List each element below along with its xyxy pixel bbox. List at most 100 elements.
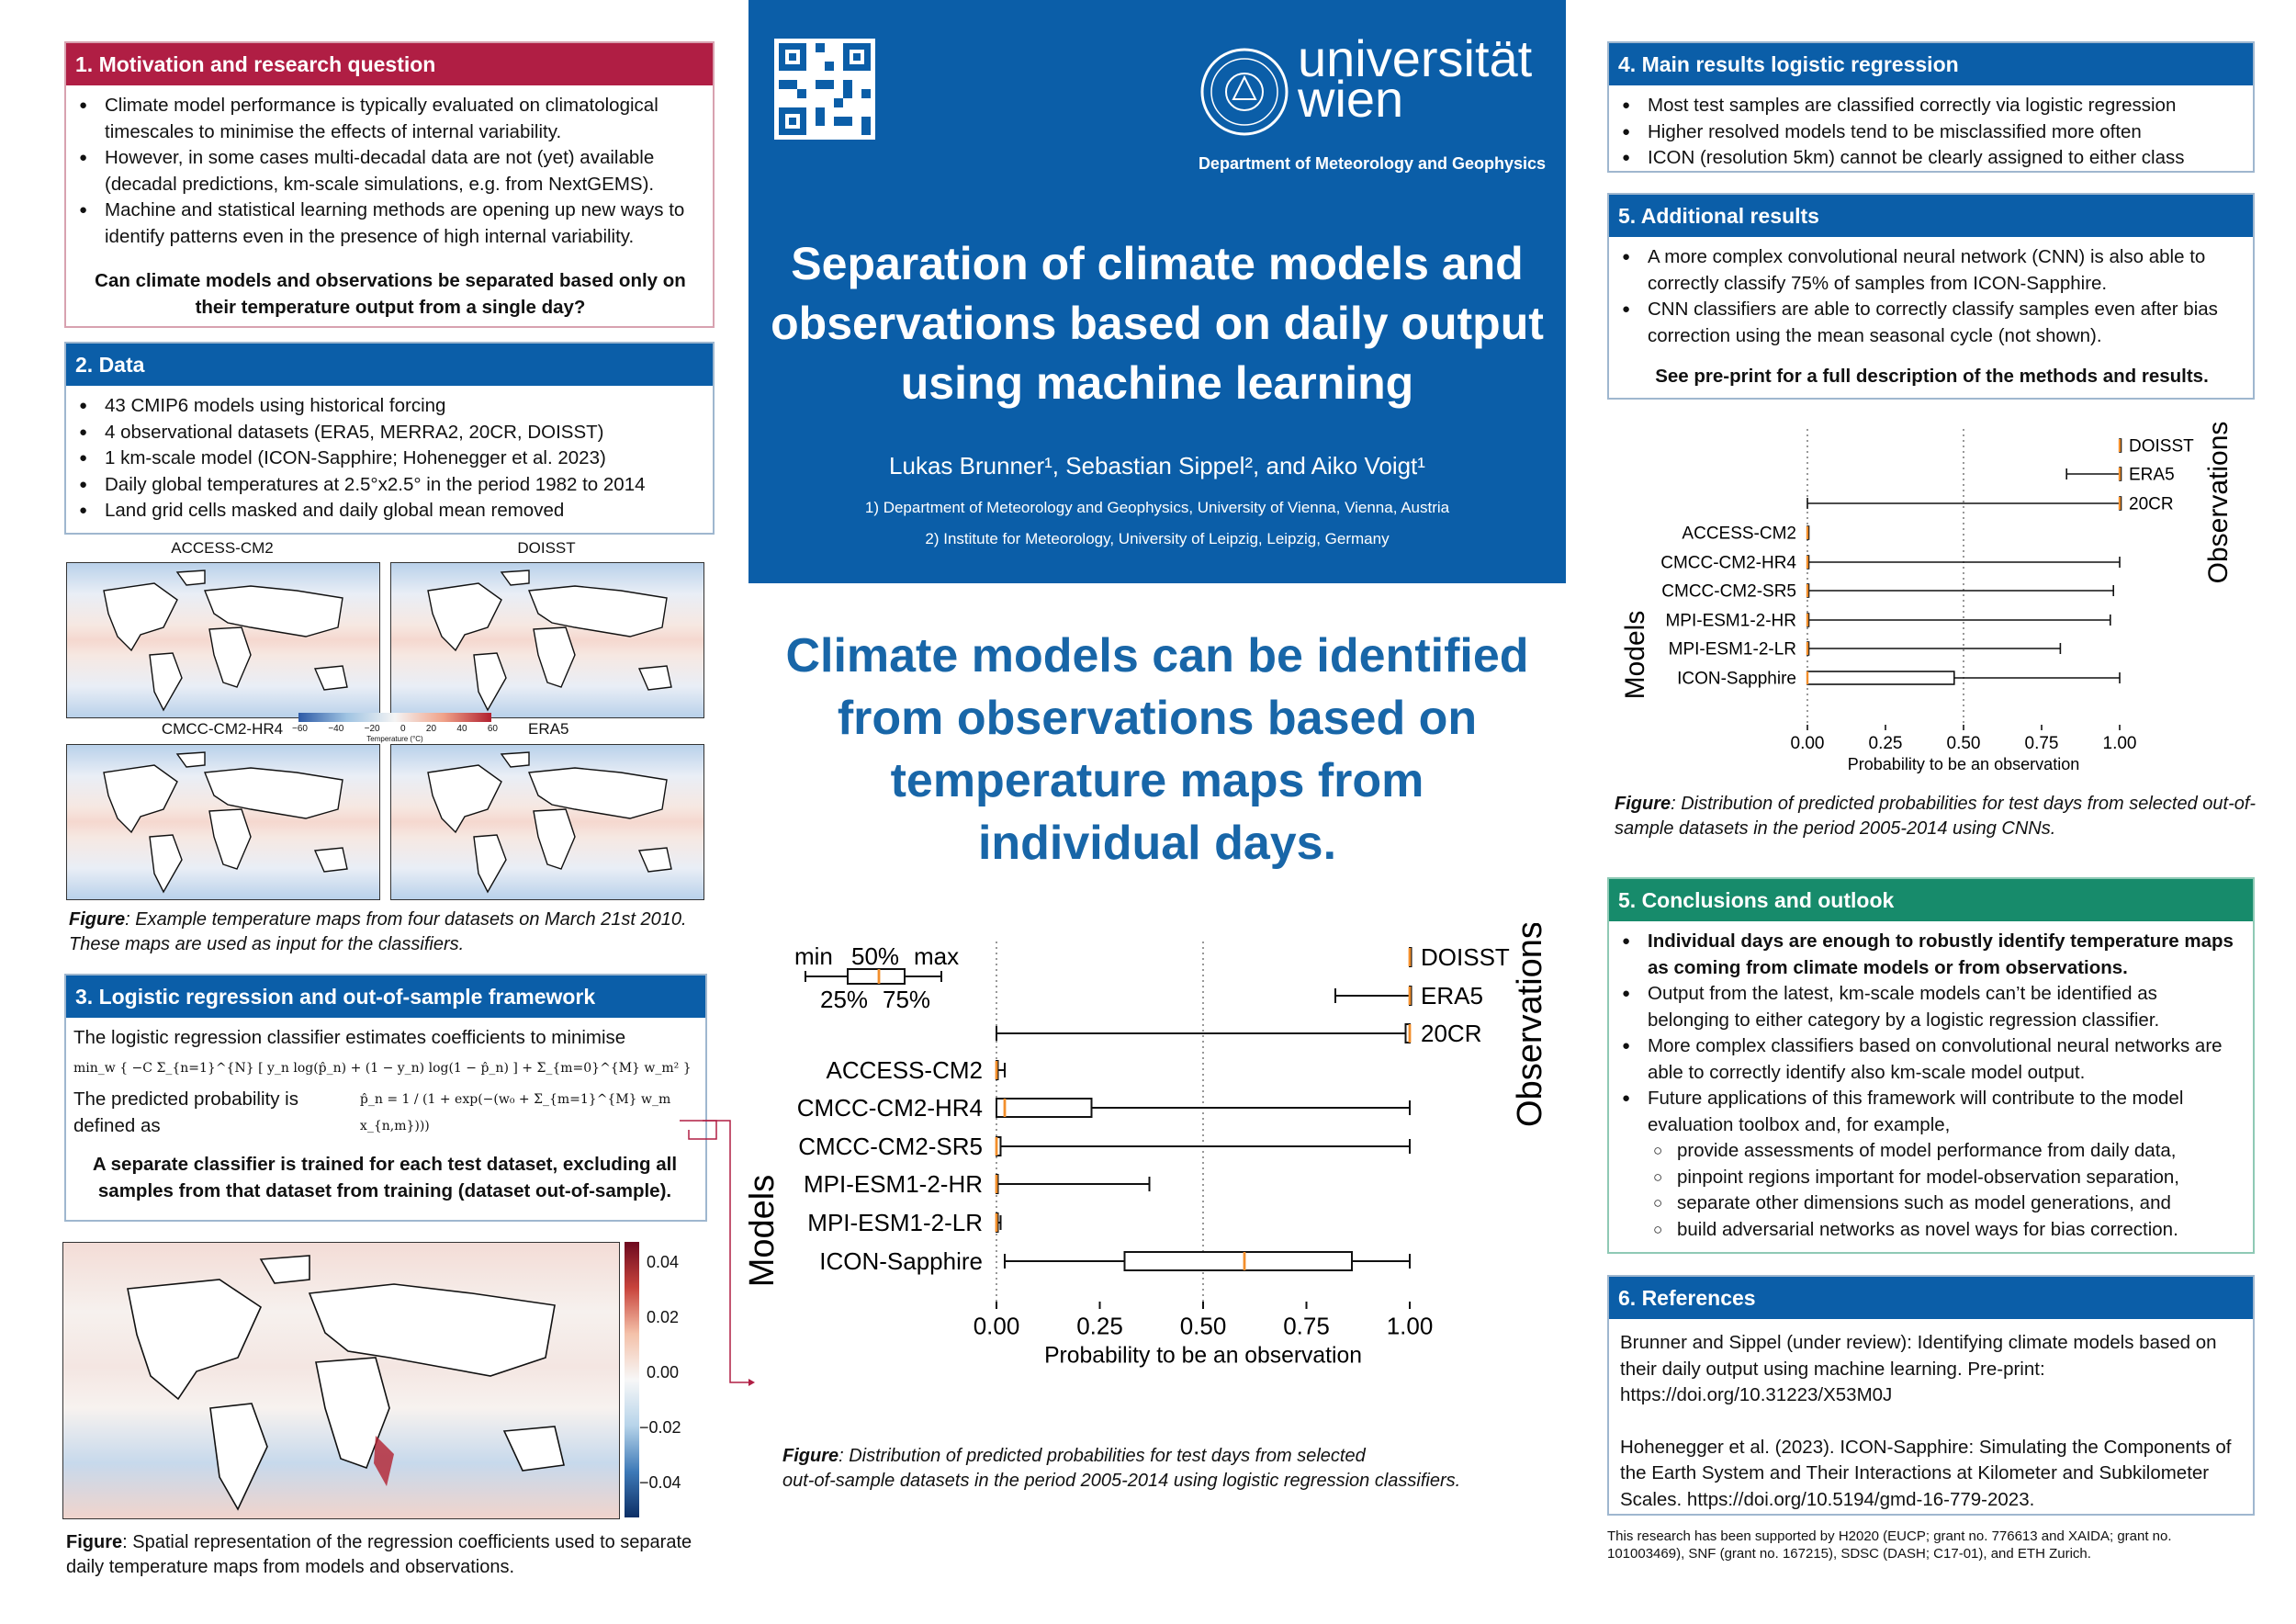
sub-bullet: separate other dimensions such as model … <box>1653 1190 2244 1217</box>
main-results-bullets: Most test samples are classified correct… <box>1620 93 2244 172</box>
coef-tick: 0.02 <box>647 1308 680 1326</box>
sub-bullet: pinpoint regions important for model-obs… <box>1653 1165 2244 1191</box>
world-map-icon <box>127 1255 565 1511</box>
funding-note: This research has been supported by H202… <box>1607 1528 2172 1562</box>
x-tick-label: 0.75 <box>2025 734 2059 753</box>
legend-max: max <box>914 942 959 970</box>
coef-tick: 0.00 <box>647 1363 680 1382</box>
research-question: Can climate models and observations be s… <box>95 270 686 318</box>
coefficient-colorbar <box>625 1242 639 1517</box>
data-bullets: 43 CMIP6 models using historical forcing… <box>77 393 703 524</box>
conclusions-sub-bullets: provide assessments of model performance… <box>1620 1138 2244 1243</box>
section-main-results: 4. Main results logistic regression Most… <box>1607 41 2255 173</box>
university-seal-icon <box>1200 48 1289 136</box>
world-map-icon <box>427 570 672 712</box>
category-label: ERA5 <box>2129 466 2175 485</box>
world-map-icon <box>103 751 348 894</box>
category-label: 20CR <box>1421 1020 1481 1047</box>
bullet: Daily global temperatures at 2.5°x2.5° i… <box>79 472 703 499</box>
x-tick-label: 0.75 <box>1283 1312 1330 1339</box>
reference-2: Hohenegger et al. (2023). ICON-Sapphire:… <box>1620 1436 2232 1510</box>
category-label: ACCESS-CM2 <box>1682 524 1796 544</box>
poster-title: Separation of climate models and observa… <box>771 238 1544 409</box>
temperature-colorbar <box>298 713 491 722</box>
section-additional-results: 5. Additional results A more complex con… <box>1607 193 2255 400</box>
motivation-bullets: Climate model performance is typically e… <box>77 93 703 250</box>
group-label-observations: Observations <box>2203 422 2234 584</box>
box-iqr <box>996 1098 1093 1118</box>
hotspot-icon <box>374 1436 394 1486</box>
bullet: 1 km-scale model (ICON-Sapphire; Hoheneg… <box>79 445 703 472</box>
bullet: CNN classifiers are able to correctly cl… <box>1622 297 2244 349</box>
x-tick-label: 1.00 <box>1387 1312 1434 1339</box>
coef-tick: 0.04 <box>647 1253 680 1271</box>
x-axis-label: Probability to be an observation <box>1044 1344 1362 1369</box>
conclusions-bullets: Individual days are enough to robustly i… <box>1620 929 2244 1138</box>
bullet: A more complex convolutional neural netw… <box>1622 244 2244 297</box>
section-references: 6. References Brunner and Sippel (under … <box>1607 1275 2255 1516</box>
cnn-figure-caption: Figure: Distribution of predicted probab… <box>1615 794 2257 839</box>
legend-p75: 75% <box>883 986 930 1013</box>
category-label: MPI-ESM1-2-HR <box>804 1170 983 1198</box>
legend-p50: 50% <box>851 942 899 970</box>
map-title-access: ACCESS-CM2 <box>171 539 274 557</box>
category-label: 20CR <box>2129 495 2174 514</box>
out-of-sample-statement: A separate classifier is trained for eac… <box>92 1154 678 1201</box>
bullet: 43 CMIP6 models using historical forcing <box>79 393 703 420</box>
x-tick-label: 0.00 <box>1791 734 1825 753</box>
bullet: Higher resolved models tend to be miscla… <box>1622 119 2244 146</box>
university-name: universität wien <box>1298 29 1533 128</box>
box-iqr <box>1123 1251 1353 1271</box>
sub-bullet: provide assessments of model performance… <box>1653 1138 2244 1165</box>
map-title-cmcc: CMCC-CM2-HR4 <box>161 720 284 738</box>
category-label: MPI-ESM1-2-LR <box>1669 640 1796 660</box>
probability-boxplot-cnn: DOISST ERA5 20CR ACCESS-CM2 CMCC-CM2-HR4 CMCC… <box>1620 422 2234 773</box>
formula-minimise: min_w { −C Σ_{n=1}^{N} [ y_n log(p̂_n) +… <box>73 1060 692 1076</box>
section-data-title: 2. Data <box>66 344 713 386</box>
x-tick-label: 0.50 <box>1180 1312 1227 1339</box>
bullet: 4 observational datasets (ERA5, MERRA2, … <box>79 420 703 446</box>
section-main-results-title: 4. Main results logistic regression <box>1609 43 2253 85</box>
bullet: ICON (resolution 5km) cannot be clearly … <box>1622 145 2244 172</box>
data-figure-caption: Figure: Example temperature maps from fo… <box>69 909 687 954</box>
map-cmcc-cm2-hr4 <box>66 744 380 900</box>
logistic-intro: The logistic regression classifier estim… <box>73 1027 626 1048</box>
category-label: MPI-ESM1-2-HR <box>1665 612 1796 631</box>
prob-line: The predicted probability is defined as … <box>73 1087 696 1139</box>
category-label: CMCC-CM2-SR5 <box>798 1133 983 1160</box>
category-label: CMCC-CM2-HR4 <box>1660 554 1796 573</box>
temperature-colorbar-ticks: −60 −40 −20 0 20 40 60 <box>292 724 498 734</box>
world-map-icon <box>103 570 348 712</box>
map-era5 <box>390 744 704 900</box>
bullet: Future applications of this framework wi… <box>1622 1086 2244 1138</box>
affiliation-2: 2) Institute for Meteorology, University… <box>925 530 1390 547</box>
qr-code-icon <box>774 39 875 140</box>
formula-probability: p̂_n = 1 / (1 + exp(−(w₀ + Σ_{m=1}^{M} w… <box>359 1092 671 1133</box>
x-tick-label: 0.00 <box>974 1312 1020 1339</box>
section-references-title: 6. References <box>1609 1277 2253 1319</box>
group-label-models: Models <box>748 1175 782 1288</box>
legend-box <box>847 968 906 985</box>
temperature-colorbar-label: Temperature (°C) <box>366 735 423 743</box>
world-map-icon <box>427 751 672 894</box>
category-label: ICON-Sapphire <box>1677 670 1796 689</box>
category-label: CMCC-CM2-HR4 <box>797 1094 983 1122</box>
section-motivation: 1. Motivation and research question Clim… <box>64 41 715 328</box>
coef-tick: −0.02 <box>639 1418 681 1437</box>
section-motivation-title: 1. Motivation and research question <box>66 43 713 85</box>
bullet: However, in some cases multi-decadal dat… <box>79 145 703 197</box>
coef-tick: −0.04 <box>639 1473 681 1492</box>
group-label-models: Models <box>1620 611 1650 700</box>
sub-bullet: build adversarial networks as novel ways… <box>1653 1217 2244 1244</box>
section-conclusions: 5. Conclusions and outlook Individual da… <box>1607 877 2255 1254</box>
legend-p25: 25% <box>820 986 868 1013</box>
x-axis-label: Probability to be an observation <box>1848 755 2080 773</box>
coefficient-map <box>62 1242 620 1519</box>
connector-lines <box>680 1120 755 1386</box>
probability-boxplot-logreg: DOISST ERA5 20CR ACCESS-CM2 CMCC-CM2-HR4 CMCC… <box>748 923 1549 1369</box>
key-message: Climate models can be identified from ob… <box>785 629 1529 870</box>
category-label: DOISST <box>1421 943 1510 971</box>
coefficient-caption: Figure: Spatial representation of the re… <box>66 1532 692 1577</box>
category-label: ERA5 <box>1421 982 1483 1009</box>
bullet: More complex classifiers based on convol… <box>1622 1033 2244 1086</box>
